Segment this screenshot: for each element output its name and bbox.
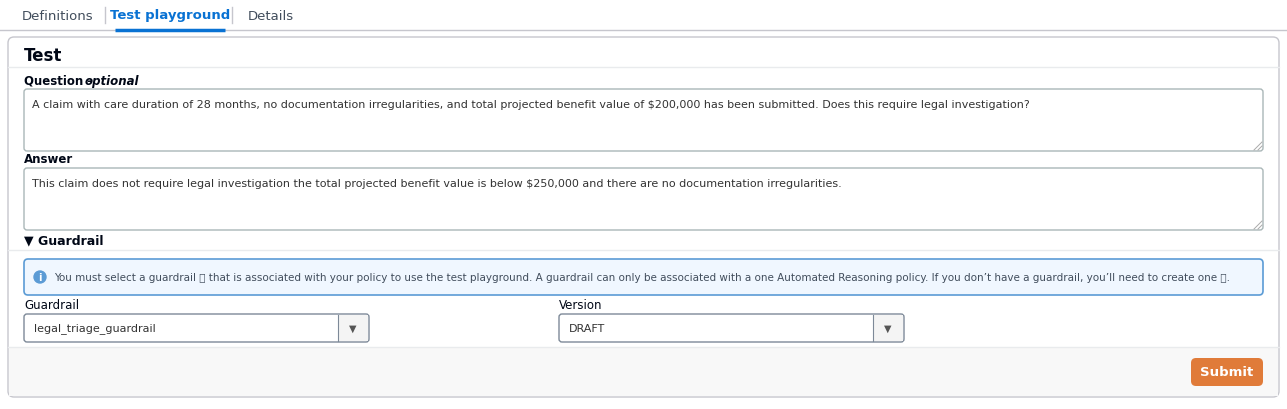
Text: legal_triage_guardrail: legal_triage_guardrail <box>33 323 156 334</box>
Text: Test: Test <box>24 47 62 65</box>
Text: ▼ Guardrail: ▼ Guardrail <box>24 234 103 247</box>
Text: Definitions: Definitions <box>22 9 94 22</box>
Bar <box>338 315 368 341</box>
Text: DRAFT: DRAFT <box>569 323 605 333</box>
Text: Answer: Answer <box>24 153 73 166</box>
Circle shape <box>33 271 46 283</box>
Text: You must select a guardrail ⧉ that is associated with your policy to use the tes: You must select a guardrail ⧉ that is as… <box>54 272 1230 282</box>
Text: Guardrail: Guardrail <box>24 299 79 312</box>
Text: Submit: Submit <box>1201 366 1254 379</box>
FancyBboxPatch shape <box>559 314 903 342</box>
FancyBboxPatch shape <box>24 314 369 342</box>
FancyBboxPatch shape <box>24 259 1263 295</box>
Text: i: i <box>39 272 41 282</box>
Bar <box>0 0 1287 32</box>
Text: Test playground: Test playground <box>109 9 230 22</box>
FancyBboxPatch shape <box>24 90 1263 152</box>
Text: Version: Version <box>559 299 602 312</box>
Text: optional: optional <box>85 74 139 87</box>
Text: ▼: ▼ <box>349 323 356 333</box>
Text: Question -: Question - <box>24 74 97 87</box>
Text: ▼: ▼ <box>884 323 892 333</box>
FancyBboxPatch shape <box>1190 358 1263 386</box>
FancyBboxPatch shape <box>24 169 1263 230</box>
FancyBboxPatch shape <box>8 38 1279 397</box>
Bar <box>9 347 1278 396</box>
Bar <box>873 315 903 341</box>
Text: Details: Details <box>247 9 293 22</box>
Text: This claim does not require legal investigation the total projected benefit valu: This claim does not require legal invest… <box>32 179 842 189</box>
Text: A claim with care duration of 28 months, no documentation irregularities, and to: A claim with care duration of 28 months,… <box>32 100 1030 110</box>
